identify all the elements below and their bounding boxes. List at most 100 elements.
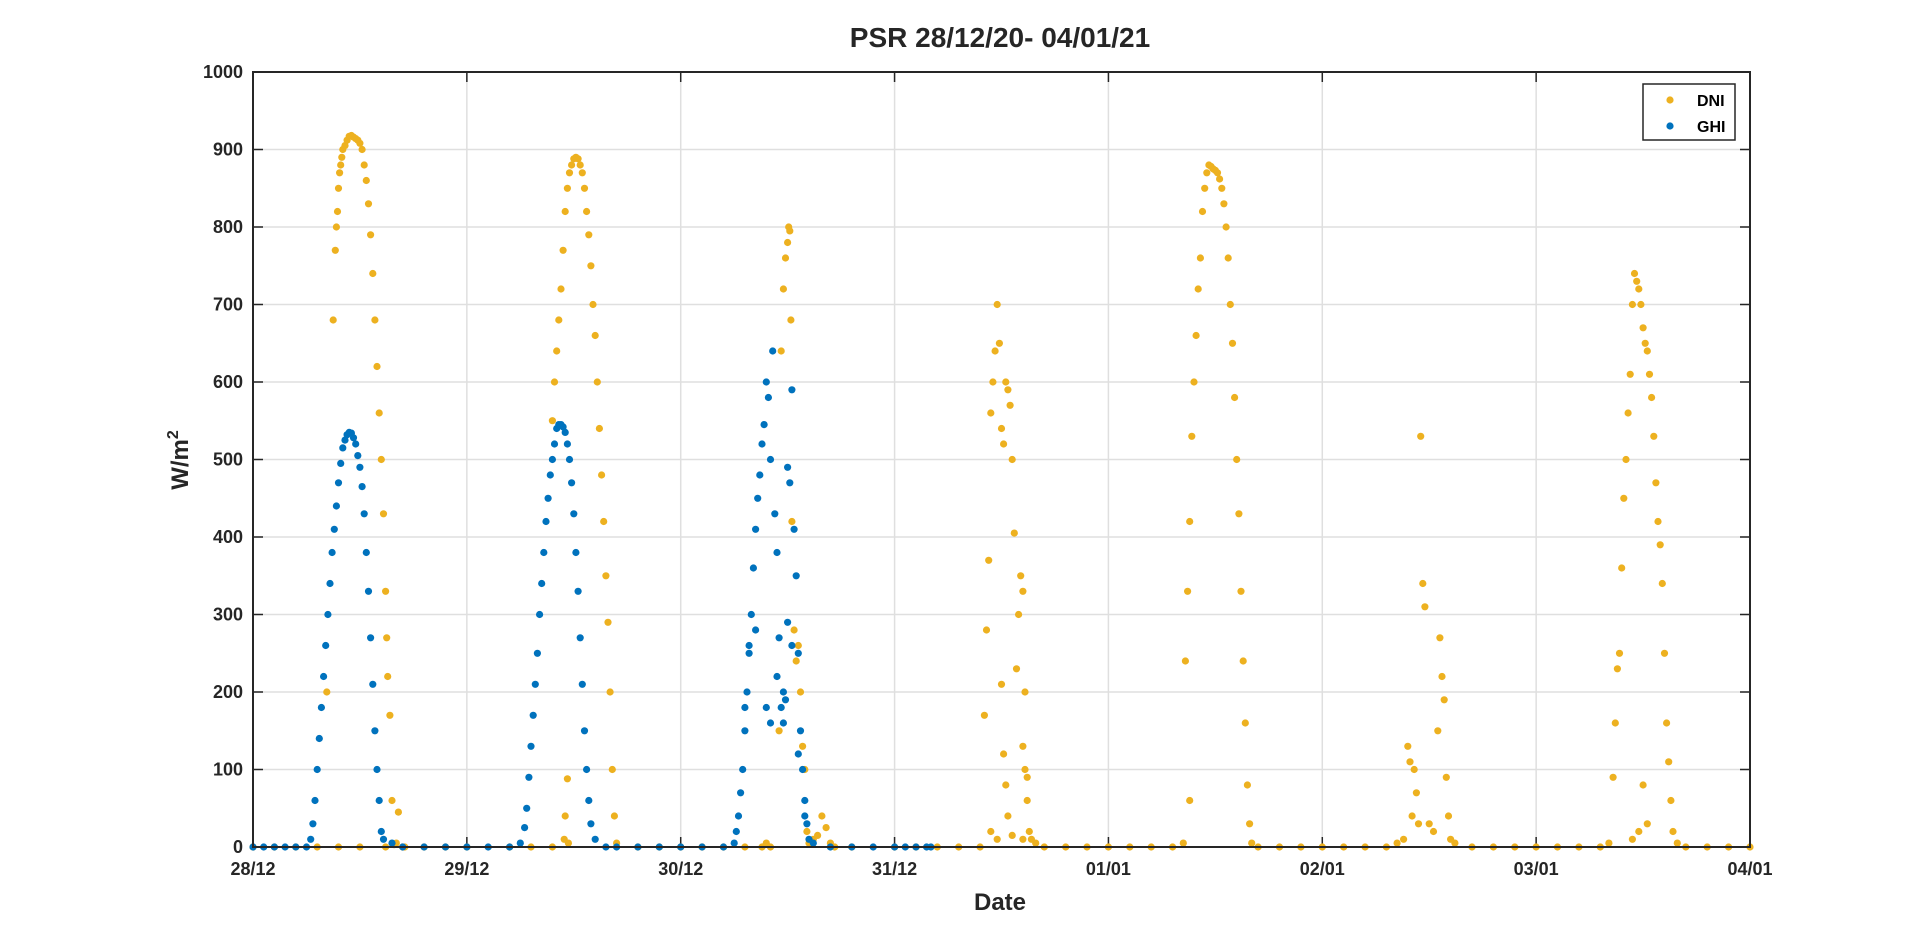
- chart-title: PSR 28/12/20- 04/01/21: [850, 22, 1150, 53]
- data-point-dni: [1023, 796, 1031, 805]
- data-point-dni: [1611, 719, 1619, 727]
- data-point-dni: [568, 161, 576, 169]
- data-point-ghi: [523, 804, 531, 812]
- data-point-dni: [790, 626, 798, 634]
- data-point-dni: [382, 587, 390, 595]
- data-point-dni: [1635, 285, 1643, 293]
- data-point-dni: [1233, 455, 1241, 464]
- data-point-ghi: [315, 734, 323, 743]
- data-point-ghi: [529, 711, 537, 719]
- data-point-dni: [1017, 572, 1025, 580]
- data-point-ghi: [339, 444, 347, 452]
- data-point-dni: [604, 618, 612, 626]
- data-point-ghi: [591, 835, 599, 843]
- data-point-ghi: [779, 688, 788, 696]
- data-point-ghi: [332, 502, 340, 510]
- y-axis-label-base: W/m: [167, 439, 194, 490]
- data-point-ghi: [531, 680, 539, 688]
- data-point-ghi: [521, 824, 529, 832]
- y-tick-label: 0: [233, 837, 243, 857]
- data-point-ghi: [745, 649, 753, 657]
- x-tick-label: 31/12: [872, 859, 917, 879]
- data-point-dni: [362, 176, 370, 185]
- data-point-dni: [1220, 200, 1228, 208]
- data-point-dni: [982, 626, 991, 634]
- data-point-dni: [781, 254, 790, 262]
- data-point-dni: [1228, 339, 1237, 347]
- y-tick-label: 100: [213, 760, 243, 780]
- data-point-ghi: [525, 773, 533, 781]
- data-point-ghi: [349, 434, 358, 442]
- data-point-dni: [1019, 742, 1027, 750]
- y-tick-label: 700: [213, 295, 243, 315]
- data-point-dni: [1434, 727, 1442, 735]
- data-point-dni: [1630, 269, 1639, 278]
- data-point-ghi: [311, 796, 319, 805]
- data-point-dni: [600, 517, 608, 526]
- data-point-dni: [1226, 300, 1234, 309]
- data-point-dni: [576, 161, 584, 169]
- data-point-ghi: [739, 765, 747, 774]
- data-point-dni: [1643, 347, 1651, 355]
- data-point-ghi: [788, 386, 796, 394]
- data-point-dni: [1624, 409, 1632, 417]
- legend-box: [1642, 83, 1736, 141]
- data-point-ghi: [760, 421, 768, 429]
- data-point-ghi: [794, 750, 802, 758]
- data-point-dni: [379, 510, 388, 518]
- legend-label-dni: DNI: [1697, 93, 1725, 110]
- data-point-dni: [1425, 820, 1433, 828]
- data-point-dni: [1231, 393, 1239, 402]
- data-point-dni: [1400, 835, 1408, 843]
- data-point-ghi: [801, 812, 809, 820]
- data-point-dni: [1002, 378, 1010, 386]
- data-point-ghi: [752, 525, 760, 533]
- data-point-dni: [989, 378, 997, 386]
- data-point-dni: [1184, 587, 1192, 595]
- data-point-ghi: [371, 727, 379, 735]
- data-point-dni: [593, 378, 601, 386]
- data-point-dni: [1620, 494, 1628, 502]
- x-tick-label: 30/12: [658, 859, 703, 879]
- data-point-dni: [561, 812, 569, 820]
- data-point-dni: [1194, 285, 1202, 293]
- data-point-dni: [995, 339, 1004, 347]
- data-point-dni: [602, 572, 610, 580]
- data-point-dni: [369, 269, 377, 278]
- data-point-ghi: [784, 618, 792, 626]
- data-point-ghi: [561, 428, 569, 436]
- data-point-dni: [1019, 587, 1027, 595]
- data-point-dni: [796, 688, 805, 696]
- data-point-dni: [1002, 781, 1010, 789]
- data-point-ghi: [762, 378, 770, 386]
- data-point-dni: [565, 169, 574, 177]
- data-point-dni: [375, 409, 383, 417]
- data-point-dni: [792, 657, 800, 665]
- data-point-dni: [1673, 839, 1681, 847]
- data-point-ghi: [358, 483, 366, 491]
- data-point-dni: [1006, 401, 1014, 409]
- data-point-ghi: [326, 579, 334, 588]
- data-point-dni: [799, 742, 807, 750]
- data-point-dni: [1246, 820, 1254, 828]
- data-point-dni: [1237, 587, 1245, 595]
- y-tick-label: 200: [213, 682, 243, 702]
- data-point-ghi: [362, 548, 370, 557]
- data-point-dni: [777, 347, 785, 355]
- data-point-dni: [561, 207, 569, 216]
- data-point-dni: [394, 808, 402, 816]
- data-point-dni: [1438, 672, 1446, 681]
- data-point-dni: [1186, 796, 1194, 805]
- data-point-dni: [1025, 827, 1033, 836]
- data-point-dni: [574, 155, 582, 163]
- data-point-dni: [1010, 529, 1018, 537]
- data-point-ghi: [307, 835, 315, 843]
- data-point-dni: [548, 417, 557, 425]
- data-point-dni: [334, 184, 343, 192]
- y-tick-label: 600: [213, 372, 243, 392]
- data-point-ghi: [377, 827, 385, 836]
- data-point-dni: [553, 347, 561, 355]
- data-point-ghi: [309, 820, 317, 828]
- data-point-ghi: [583, 765, 591, 774]
- data-point-dni: [1019, 835, 1027, 843]
